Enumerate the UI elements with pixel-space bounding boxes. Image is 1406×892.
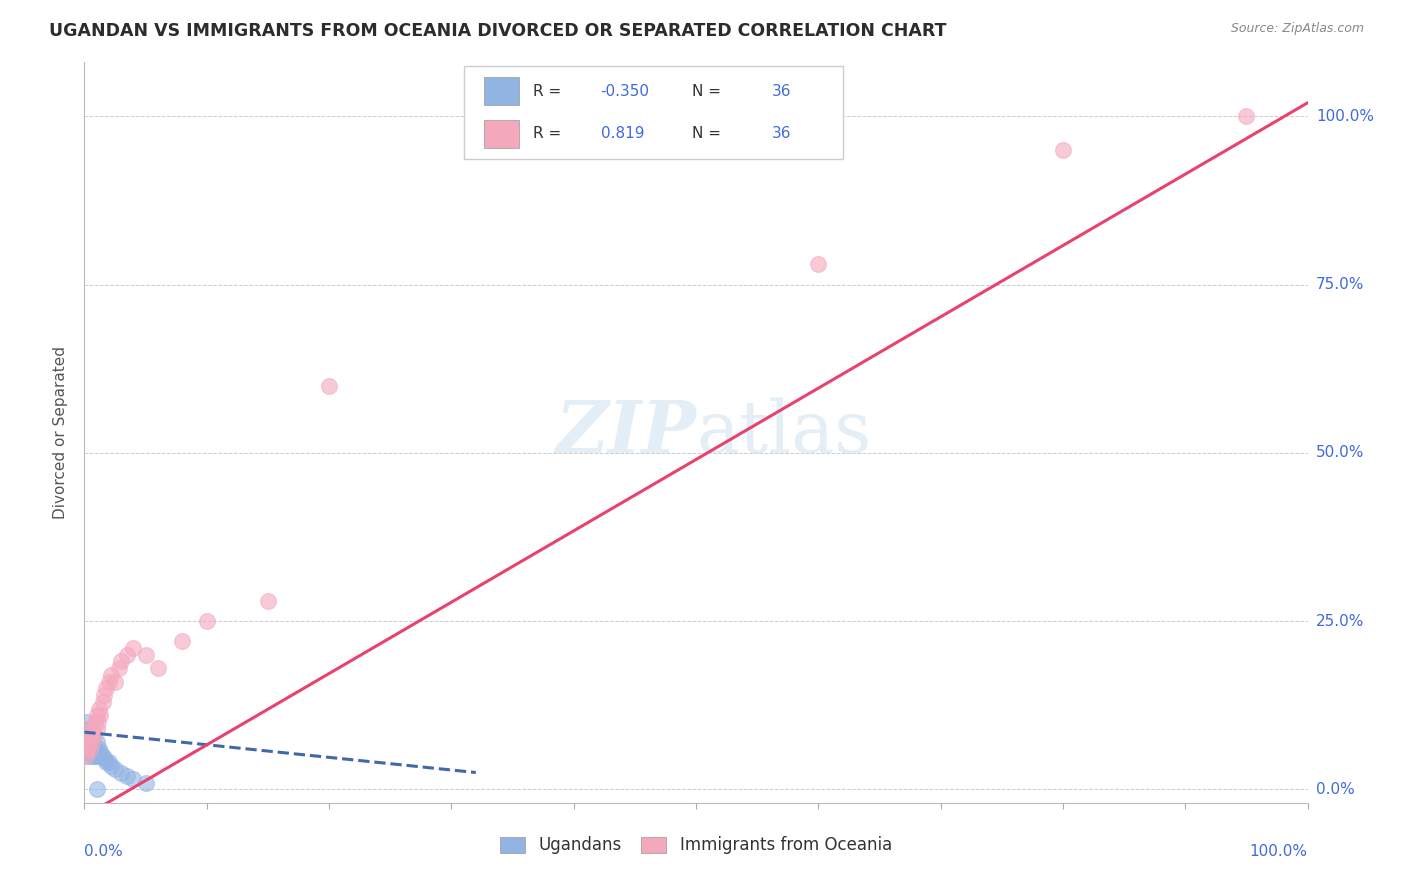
Point [89, 745, 111, 759]
Point [122, 640, 145, 655]
Point [75, 729, 97, 743]
Point [122, 772, 145, 787]
Point [76, 742, 98, 756]
Point [79, 742, 101, 756]
Point [146, 661, 169, 675]
Y-axis label: Divorced or Separated: Divorced or Separated [53, 346, 69, 519]
Text: atlas: atlas [696, 397, 872, 468]
Point [89, 708, 111, 723]
Point [77, 722, 100, 736]
Point [86, 748, 108, 763]
Text: R =: R = [533, 126, 567, 141]
Text: UGANDAN VS IMMIGRANTS FROM OCEANIA DIVORCED OR SEPARATED CORRELATION CHART: UGANDAN VS IMMIGRANTS FROM OCEANIA DIVOR… [49, 22, 946, 40]
Text: -0.350: -0.350 [600, 84, 650, 99]
Point [77, 735, 100, 749]
Point [82, 722, 104, 736]
Text: 0.0%: 0.0% [84, 844, 124, 858]
Point [84, 742, 107, 756]
Legend: Ugandans, Immigrants from Oceania: Ugandans, Immigrants from Oceania [494, 830, 898, 861]
Point [807, 257, 830, 271]
Point [172, 634, 194, 648]
Point [91, 748, 114, 763]
Point [86, 722, 108, 736]
Point [110, 765, 132, 780]
Point [135, 648, 157, 662]
Point [91, 695, 114, 709]
Point [1234, 109, 1257, 123]
FancyBboxPatch shape [484, 120, 519, 148]
Point [195, 614, 218, 628]
Point [77, 722, 100, 736]
Text: 36: 36 [772, 84, 792, 99]
Text: 100.0%: 100.0% [1250, 844, 1308, 858]
Point [86, 708, 108, 723]
Point [104, 674, 127, 689]
Point [82, 735, 104, 749]
Point [79, 742, 101, 756]
Point [77, 729, 100, 743]
Point [87, 748, 110, 763]
Point [96, 681, 118, 696]
Text: 0.819: 0.819 [600, 126, 644, 141]
Point [79, 729, 101, 743]
Point [77, 748, 100, 763]
Point [80, 735, 103, 749]
Text: 75.0%: 75.0% [1316, 277, 1364, 292]
Point [97, 756, 120, 770]
Text: R =: R = [533, 84, 567, 99]
Point [87, 714, 110, 729]
Point [83, 742, 105, 756]
Point [96, 756, 118, 770]
Text: 25.0%: 25.0% [1316, 614, 1364, 629]
Point [97, 674, 120, 689]
Point [77, 729, 100, 743]
Point [257, 594, 280, 608]
Text: Source: ZipAtlas.com: Source: ZipAtlas.com [1230, 22, 1364, 36]
Point [86, 735, 108, 749]
Point [82, 729, 104, 743]
Point [87, 701, 110, 715]
Point [115, 769, 138, 783]
Text: N =: N = [692, 126, 725, 141]
Point [77, 735, 100, 749]
Point [83, 748, 105, 763]
Point [76, 714, 98, 729]
Point [104, 762, 127, 776]
Point [82, 742, 104, 756]
Point [93, 688, 115, 702]
Point [83, 729, 105, 743]
FancyBboxPatch shape [484, 77, 519, 105]
Point [87, 742, 110, 756]
Point [80, 748, 103, 763]
FancyBboxPatch shape [464, 66, 842, 159]
Text: 0.0%: 0.0% [1316, 782, 1354, 797]
Text: N =: N = [692, 84, 725, 99]
Text: 100.0%: 100.0% [1316, 109, 1374, 124]
Point [110, 655, 132, 669]
Point [79, 722, 101, 736]
Text: 36: 36 [772, 126, 792, 141]
Point [115, 648, 138, 662]
Point [135, 775, 157, 789]
Point [107, 661, 129, 675]
Point [100, 668, 122, 682]
Point [77, 735, 100, 749]
Point [75, 748, 97, 763]
Point [318, 378, 340, 392]
Point [76, 742, 98, 756]
Point [80, 735, 103, 749]
Point [77, 742, 100, 756]
Point [100, 758, 122, 772]
Point [86, 781, 108, 796]
Point [1052, 143, 1074, 157]
Text: 50.0%: 50.0% [1316, 445, 1364, 460]
Text: ZIP: ZIP [555, 397, 696, 468]
Point [94, 752, 117, 766]
Point [77, 735, 100, 749]
Point [84, 714, 107, 729]
Point [79, 729, 101, 743]
